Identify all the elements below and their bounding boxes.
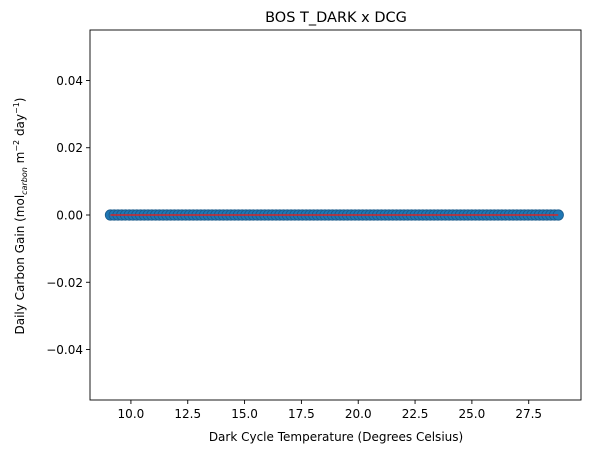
x-tick-label: 12.5 xyxy=(174,407,201,421)
y-label-prefix: Daily Carbon Gain (mol xyxy=(13,195,27,335)
y-label-middle: m xyxy=(13,152,27,168)
x-axis-label: Dark Cycle Temperature (Degrees Celsius) xyxy=(209,430,463,444)
y-label-suffix: ) xyxy=(13,97,27,102)
x-tick-label: 17.5 xyxy=(288,407,315,421)
x-tick-label: 27.5 xyxy=(515,407,542,421)
plot-area: 10.0 12.5 15.0 17.5 20.0 22.5 25.0 27.5 −0.04 −0.… xyxy=(46,29,582,421)
y-label-sup1: −2 xyxy=(12,140,21,152)
y-tick-label: 0.00 xyxy=(56,209,83,223)
y-label-subscript: carbon xyxy=(20,167,29,195)
y-tick-label: −0.02 xyxy=(46,276,83,290)
y-tick-label: −0.04 xyxy=(46,343,83,357)
x-tick-label: 20.0 xyxy=(345,407,372,421)
x-tick-label: 15.0 xyxy=(231,407,258,421)
x-tick-label: 22.5 xyxy=(402,407,429,421)
y-tick-label: 0.04 xyxy=(56,74,83,88)
y-label-sup2: −1 xyxy=(12,102,21,114)
y-axis-label: Daily Carbon Gain (molcarbon m−2 day−1) xyxy=(12,97,29,334)
y-label-middle2: day xyxy=(13,114,27,140)
x-tick-label: 25.0 xyxy=(459,407,486,421)
chart-title: BOS T_DARK x DCG xyxy=(265,10,407,26)
x-tick-label: 10.0 xyxy=(118,407,145,421)
y-tick-label: 0.02 xyxy=(56,141,83,155)
